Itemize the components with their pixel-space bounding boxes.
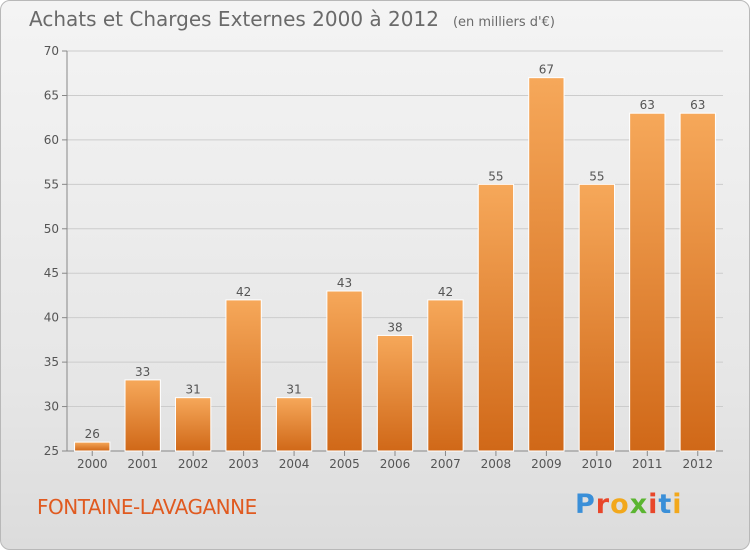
bar <box>124 379 161 452</box>
x-tick-label: 2008 <box>481 457 512 471</box>
value-label: 31 <box>286 383 301 397</box>
y-tick-label: 40 <box>44 311 59 325</box>
logo-letter: P <box>575 489 596 520</box>
value-label: 55 <box>488 169 503 183</box>
x-tick-label: 2006 <box>380 457 411 471</box>
bar <box>629 112 666 452</box>
value-label: 67 <box>539 63 554 77</box>
x-tick-label: 2012 <box>682 457 713 471</box>
x-tick-label: 2002 <box>178 457 209 471</box>
y-tick-label: 65 <box>44 88 59 102</box>
logo-letter: i <box>672 489 683 520</box>
bar <box>74 441 111 452</box>
bar <box>326 290 363 452</box>
y-tick-label: 25 <box>44 444 59 458</box>
x-tick-label: 2005 <box>329 457 360 471</box>
proxiti-logo: Proxiti <box>575 489 683 520</box>
bar <box>427 299 464 452</box>
x-tick-label: 2007 <box>430 457 461 471</box>
x-tick-label: 2000 <box>77 457 108 471</box>
y-tick-label: 45 <box>44 266 59 280</box>
x-tick-label: 2004 <box>279 457 310 471</box>
x-tick-label: 2009 <box>531 457 562 471</box>
bar <box>275 397 313 452</box>
bar <box>174 397 212 452</box>
value-label: 63 <box>690 98 705 112</box>
logo-letter: i <box>648 489 659 520</box>
y-tick-label: 35 <box>44 355 59 369</box>
y-tick-label: 50 <box>44 222 59 236</box>
bar <box>376 334 414 452</box>
bar <box>528 77 565 452</box>
x-tick-label: 2003 <box>228 457 259 471</box>
value-label: 31 <box>186 383 201 397</box>
commune-name: FONTAINE-LAVAGANNE <box>37 495 257 519</box>
logo-letter: o <box>610 489 630 520</box>
value-label: 63 <box>640 98 655 112</box>
y-tick-label: 60 <box>44 133 59 147</box>
value-label: 43 <box>337 276 352 290</box>
y-tick-label: 30 <box>44 400 59 414</box>
bar <box>477 183 515 452</box>
value-label: 42 <box>236 285 251 299</box>
unit-label: (en milliers d'€) <box>452 15 555 30</box>
value-label: 26 <box>85 427 100 441</box>
x-tick-label: 2001 <box>127 457 158 471</box>
logo-letter: t <box>658 489 673 520</box>
y-tick-label: 55 <box>44 177 59 191</box>
x-tick-label: 2011 <box>632 457 663 471</box>
chart-title: Achats et Charges Externes 2000 à 2012 (e… <box>29 7 555 31</box>
x-tick-label: 2010 <box>582 457 613 471</box>
value-label: 42 <box>438 285 453 299</box>
value-label: 38 <box>387 320 402 334</box>
bar <box>679 112 716 452</box>
bar <box>578 183 616 452</box>
logo-letter: x <box>629 489 649 520</box>
bar <box>225 299 262 452</box>
logo-letter: r <box>595 489 611 520</box>
value-label: 33 <box>135 365 150 379</box>
value-label: 55 <box>589 169 604 183</box>
y-tick-label: 70 <box>44 44 59 58</box>
title-text: Achats et Charges Externes 2000 à 2012 <box>29 7 439 31</box>
